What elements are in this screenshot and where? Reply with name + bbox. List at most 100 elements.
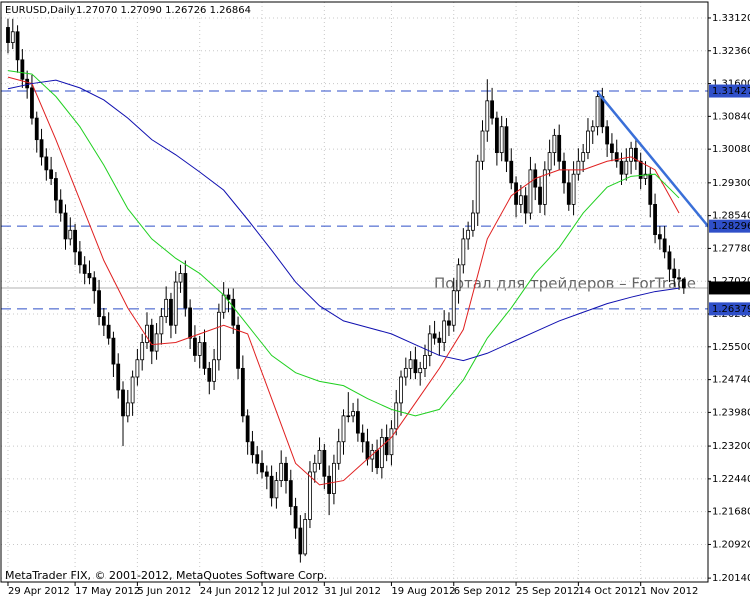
bid-label: 1.26864 — [712, 283, 750, 294]
candle-body — [413, 359, 418, 374]
candle-body — [499, 126, 504, 154]
candle-body — [389, 428, 394, 456]
candle-body — [140, 342, 145, 361]
candle-body — [39, 139, 44, 158]
candle-body — [154, 333, 159, 352]
y-tick-label: 1.22440 — [712, 474, 750, 485]
y-tick-label: 1.29300 — [712, 178, 750, 189]
candle-body — [264, 471, 269, 477]
candle-body — [293, 506, 298, 529]
candle-body — [590, 126, 595, 132]
candle-body — [284, 462, 288, 481]
candle-body — [605, 126, 610, 145]
candle-body — [360, 432, 365, 443]
candle-body — [442, 320, 447, 343]
candle-body — [183, 273, 188, 309]
candle-body — [667, 251, 672, 270]
candle-body — [595, 96, 600, 128]
candle-body — [571, 173, 576, 205]
level-label: 1.28296 — [712, 221, 750, 232]
y-tick-label: 1.23200 — [712, 441, 750, 452]
candle-body — [92, 277, 97, 292]
candle-body — [245, 415, 250, 443]
bid-label-box — [709, 281, 750, 295]
candle-body — [106, 324, 111, 339]
candle-body — [87, 273, 92, 279]
ma-line — [7, 76, 680, 486]
candle-body — [269, 475, 274, 499]
candle-body — [82, 264, 87, 274]
candle-body — [173, 281, 178, 326]
candle-body — [562, 160, 566, 184]
candle-body — [638, 160, 643, 179]
candle-body — [231, 298, 236, 326]
candle-body — [193, 337, 197, 356]
candle-body — [58, 199, 63, 214]
candle-body — [610, 143, 614, 154]
candle-body — [303, 519, 308, 555]
x-tick-label: 31 Jul 2012 — [324, 586, 381, 597]
candle-body — [586, 130, 590, 154]
level-label-box — [709, 84, 750, 98]
candle-body — [379, 437, 384, 469]
x-tick-label: 29 Apr 2012 — [8, 586, 70, 597]
y-tick-label: 1.25500 — [712, 342, 750, 353]
price-axis: 1.33120 1.32360 1.31600 1.30840 1.30080 1.293… — [7, 13, 750, 597]
candle-body — [77, 251, 82, 266]
candle-body — [212, 359, 216, 382]
copyright: MetaTrader FIX, © 2001-2012, MetaQuotes … — [5, 569, 327, 582]
candle-body — [418, 367, 423, 374]
candle-body — [250, 441, 255, 456]
candle-body — [471, 212, 475, 231]
x-tick-label: 5 Jun 2012 — [137, 586, 191, 597]
symbol: EURUSD,Daily — [5, 5, 76, 16]
level-label: 1.26379 — [712, 304, 750, 315]
candle-body — [63, 212, 68, 240]
candle-body — [130, 376, 135, 404]
level-label-box — [709, 302, 750, 316]
candle-body — [662, 238, 667, 253]
y-tick-label: 1.32360 — [712, 46, 750, 57]
y-tick-label: 1.28540 — [712, 211, 750, 222]
candle-body — [10, 31, 15, 43]
candle-body — [135, 359, 140, 378]
candle-body — [197, 342, 202, 356]
candle-body — [332, 462, 336, 494]
candle-body — [451, 290, 456, 326]
candle-body — [581, 152, 586, 162]
candle-body — [408, 359, 413, 369]
plot-frame — [0, 1, 709, 583]
x-tick-label: 25 Sep 2012 — [516, 586, 579, 597]
candle-body — [317, 449, 322, 464]
y-tick-label: 1.27780 — [712, 243, 750, 254]
candle-body — [355, 411, 360, 434]
candle-body — [619, 160, 624, 175]
y-tick-label: 1.33120 — [712, 13, 750, 24]
candle-body — [523, 195, 528, 214]
candle-body — [6, 27, 10, 43]
ma-line — [7, 70, 680, 417]
candle-body — [629, 147, 633, 162]
candle-body — [121, 389, 125, 417]
y-tick-label: 1.30080 — [712, 144, 750, 155]
candle-body — [447, 320, 451, 326]
candle-body — [188, 307, 193, 339]
y-tick-label: 1.30840 — [712, 111, 750, 122]
candle-body — [643, 173, 648, 179]
candle-body — [125, 402, 130, 417]
candle-body — [614, 152, 619, 162]
candle-body — [538, 186, 542, 205]
candle-body — [528, 169, 533, 214]
candle-body — [159, 316, 164, 335]
candle-body — [681, 278, 686, 289]
candle-body — [437, 337, 442, 343]
candle-body — [145, 324, 149, 343]
candle-body — [504, 126, 509, 162]
candle-body — [216, 311, 221, 361]
candle-body — [633, 147, 638, 162]
candle-body — [54, 178, 58, 201]
candle-body — [346, 415, 351, 418]
candle-body — [308, 471, 312, 520]
candle-body — [557, 134, 562, 162]
